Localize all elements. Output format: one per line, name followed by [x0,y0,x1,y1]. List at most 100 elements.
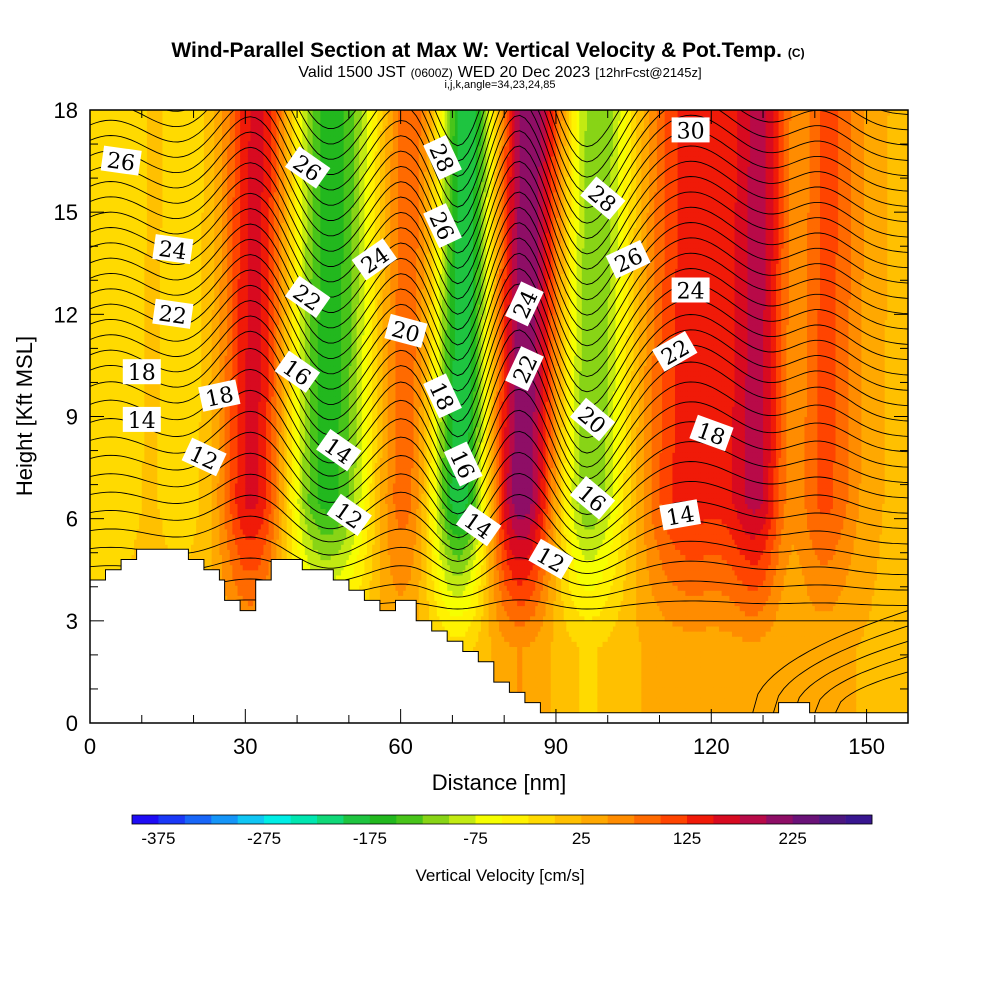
w-cell [95,125,99,132]
w-cell [110,232,114,239]
w-cell [97,513,101,520]
w-cell [154,196,158,203]
w-cell [128,110,133,116]
w-cell [95,467,99,474]
w-cell [95,493,99,499]
w-cell [154,462,158,469]
w-cell [100,385,104,392]
w-cell [97,503,101,510]
w-cell [92,554,96,561]
w-cell [146,125,151,132]
w-cell [108,380,112,387]
w-cell [105,319,109,326]
w-cell [139,176,143,183]
w-cell [136,452,140,458]
w-cell [128,508,133,515]
w-cell [95,344,99,351]
w-cell [121,426,125,433]
w-cell [105,462,109,469]
w-cell [100,503,104,510]
w-cell [146,477,151,484]
w-cell [139,217,143,223]
w-cell [121,253,125,259]
w-cell [113,140,117,147]
w-cell [126,355,130,361]
w-cell [149,242,153,249]
w-cell [144,523,148,530]
w-cell [113,339,117,346]
w-cell [97,539,101,545]
w-cell [100,518,104,525]
w-cell [154,533,158,540]
w-cell [118,232,122,239]
w-cell [154,329,158,336]
w-cell [95,385,99,392]
w-cell [105,324,109,331]
w-cell [108,447,112,453]
w-cell [146,482,151,489]
w-cell [123,207,127,213]
w-cell [136,288,140,295]
w-cell [100,207,104,213]
w-cell [95,339,99,346]
w-cell [139,258,143,264]
w-cell [149,513,153,520]
w-cell [90,452,94,458]
w-cell [131,436,135,443]
w-cell [90,355,94,361]
w-cell [139,186,143,193]
w-cell [152,155,156,162]
w-cell [105,508,109,515]
w-cell [121,339,125,346]
w-cell [131,299,135,305]
w-cell [100,329,104,336]
w-cell [121,523,125,530]
w-cell [102,447,107,453]
w-cell [97,145,101,152]
w-cell [115,390,120,397]
w-cell [110,401,114,407]
w-cell [95,207,99,213]
w-cell [152,166,156,172]
w-cell [90,247,94,254]
w-cell [90,390,94,397]
w-cell [102,247,107,254]
w-cell [100,181,104,188]
w-cell [141,334,145,341]
w-cell [113,329,117,336]
w-cell [95,401,99,407]
w-cell [90,339,94,346]
w-cell [139,518,143,525]
w-cell [149,472,153,479]
w-cell [110,472,114,479]
w-cell [123,319,127,326]
w-cell [110,314,114,321]
w-cell [144,452,148,458]
w-cell [128,263,133,269]
w-cell [105,339,109,346]
w-cell [102,309,107,315]
w-cell [95,431,99,438]
w-cell [90,344,94,351]
w-cell [136,508,140,515]
w-cell [115,171,120,178]
w-cell [128,472,133,479]
w-cell [95,242,99,249]
w-cell [105,115,109,121]
w-cell [95,237,99,244]
w-cell [108,288,112,295]
w-cell [144,217,148,223]
w-cell [131,232,135,239]
w-cell [146,227,151,234]
w-cell [113,421,117,428]
w-cell [136,344,140,351]
w-cell [108,258,112,264]
w-cell [110,447,114,453]
w-cell [102,304,107,310]
w-cell [154,539,158,545]
w-cell [144,125,148,132]
w-cell [115,380,120,387]
w-cell [139,161,143,167]
w-cell [115,462,120,469]
w-cell [110,370,114,377]
